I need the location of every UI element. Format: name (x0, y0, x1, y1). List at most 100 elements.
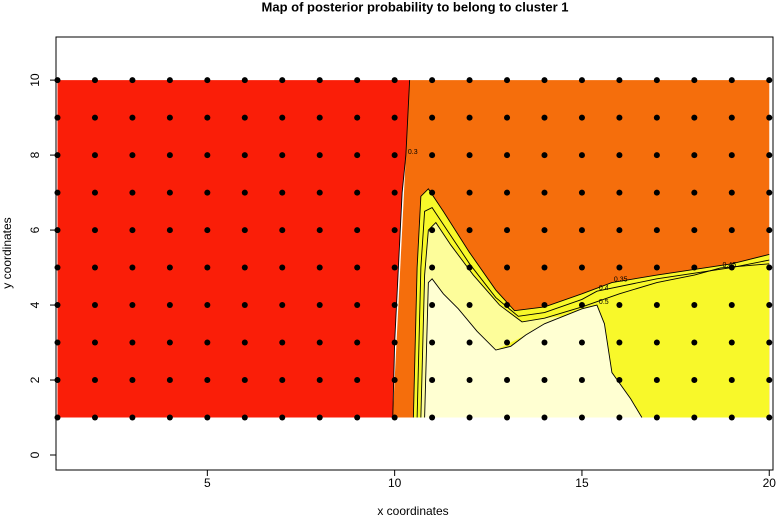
grid-point (691, 302, 698, 309)
grid-point (204, 114, 211, 121)
contour-label: 0.3 (408, 149, 418, 156)
grid-point (54, 114, 61, 121)
grid-point (391, 114, 398, 121)
grid-point (504, 114, 511, 121)
grid-point (541, 114, 548, 121)
grid-point (91, 77, 98, 84)
region (57, 80, 410, 418)
grid-point (429, 339, 436, 346)
region (420, 222, 564, 418)
grid-point (316, 339, 323, 346)
grid-point (429, 264, 436, 271)
grid-point (91, 227, 98, 234)
grid-point (691, 339, 698, 346)
grid-point (429, 114, 436, 121)
grid-point (616, 414, 623, 421)
grid-point (653, 152, 660, 159)
grid-point (166, 114, 173, 121)
grid-point (279, 377, 286, 384)
x-tick-label: 5 (204, 476, 211, 490)
grid-point (391, 152, 398, 159)
grid-point (691, 264, 698, 271)
grid-point (766, 227, 773, 234)
y-tick-label: 8 (28, 151, 42, 158)
grid-point (653, 339, 660, 346)
grid-point (316, 189, 323, 196)
grid-point (279, 414, 286, 421)
grid-point (316, 77, 323, 84)
contour-line (416, 206, 770, 418)
grid-point (429, 377, 436, 384)
plot-box (55, 36, 774, 471)
grid-point (578, 339, 585, 346)
grid-point (316, 414, 323, 421)
grid-point (241, 339, 248, 346)
grid-point (616, 339, 623, 346)
grid-point (504, 77, 511, 84)
grid-point (391, 227, 398, 234)
grid-point (54, 339, 61, 346)
grid-point (691, 414, 698, 421)
grid-point (91, 189, 98, 196)
grid-point (504, 227, 511, 234)
grid-point (653, 414, 660, 421)
grid-point (616, 377, 623, 384)
grid-point (578, 414, 585, 421)
grid-point (616, 264, 623, 271)
grid-point (429, 77, 436, 84)
contour-label: 0.4 (599, 285, 609, 292)
grid-point (54, 414, 61, 421)
y-tick-label: 6 (28, 226, 42, 233)
grid-point (429, 189, 436, 196)
grid-point (391, 189, 398, 196)
grid-point (429, 227, 436, 234)
grid-point (578, 227, 585, 234)
grid-point (691, 227, 698, 234)
grid-point (691, 377, 698, 384)
grid-point (504, 264, 511, 271)
contour-label: 0.45 (723, 262, 737, 269)
grid-point (578, 302, 585, 309)
grid-point (578, 77, 585, 84)
grid-point (91, 264, 98, 271)
grid-point (279, 264, 286, 271)
grid-point (316, 227, 323, 234)
grid-point (653, 377, 660, 384)
grid-point (504, 339, 511, 346)
grid-point (616, 152, 623, 159)
grid-point (204, 77, 211, 84)
grid-point (204, 377, 211, 384)
grid-point (129, 77, 136, 84)
grid-point (466, 414, 473, 421)
grid-point (354, 114, 361, 121)
region (424, 278, 642, 418)
chart-title: Map of posterior probability to belong t… (262, 0, 569, 14)
grid-point (166, 339, 173, 346)
grid-point (466, 339, 473, 346)
grid-point (766, 414, 773, 421)
grid-point (691, 77, 698, 84)
grid-point (204, 302, 211, 309)
grid-point (691, 114, 698, 121)
grid-point (616, 114, 623, 121)
grid-point (466, 302, 473, 309)
grid-point (691, 152, 698, 159)
grid-point (204, 227, 211, 234)
grid-point (91, 377, 98, 384)
grid-point (204, 152, 211, 159)
grid-point (316, 152, 323, 159)
grid-point (653, 114, 660, 121)
grid-point (279, 77, 286, 84)
grid-point (653, 227, 660, 234)
grid-point (504, 152, 511, 159)
grid-point (578, 152, 585, 159)
x-tick-label: 10 (388, 476, 402, 490)
grid-point (129, 152, 136, 159)
grid-point (766, 377, 773, 384)
grid-point (129, 189, 136, 196)
grid-point (241, 189, 248, 196)
grid-point (541, 264, 548, 271)
grid-point (766, 264, 773, 271)
grid-point (541, 77, 548, 84)
